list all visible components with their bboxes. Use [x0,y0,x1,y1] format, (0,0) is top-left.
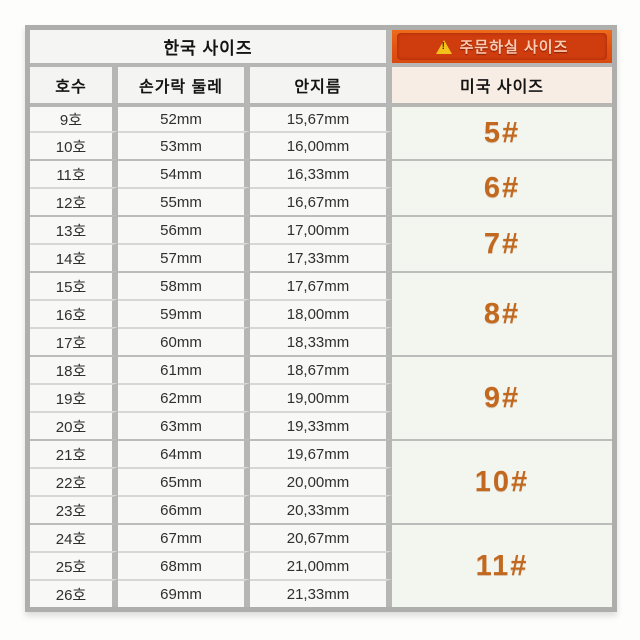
order-size-banner-label: 주문하실 사이즈 [459,39,569,56]
order-size-banner: 주문하실 사이즈 [392,30,612,63]
row-circumference-cell: 62mm [118,383,250,411]
row-circumference-cell: 56mm [118,215,250,243]
row-diameter-cell: 20,67mm [250,523,392,551]
row-diameter-cell: 16,67mm [250,187,392,215]
row-circumference-cell: 60mm [118,327,250,355]
row-circumference-cell: 63mm [118,411,250,439]
row-diameter-cell: 17,33mm [250,243,392,271]
row-diameter-cell: 16,00mm [250,131,392,159]
us-size-cell: 9# [392,355,612,439]
us-size-cell: 10# [392,439,612,523]
row-ho-cell: 20호 [30,411,118,439]
row-ho-cell: 13호 [30,215,118,243]
row-diameter-cell: 18,67mm [250,355,392,383]
row-ho-cell: 16호 [30,299,118,327]
ring-size-table: 한국 사이즈 주문하실 사이즈 호수 손가락 둘레 안지름 미국 사이즈 9호5… [25,25,617,612]
row-circumference-cell: 52mm [118,103,250,131]
row-diameter-cell: 19,67mm [250,439,392,467]
row-circumference-cell: 57mm [118,243,250,271]
row-ho-cell: 18호 [30,355,118,383]
row-ho-cell: 23호 [30,495,118,523]
column-header-diameter: 안지름 [250,63,392,103]
row-diameter-cell: 18,33mm [250,327,392,355]
row-circumference-cell: 61mm [118,355,250,383]
row-ho-cell: 21호 [30,439,118,467]
row-diameter-cell: 20,00mm [250,467,392,495]
row-circumference-cell: 68mm [118,551,250,579]
row-ho-cell: 10호 [30,131,118,159]
row-circumference-cell: 53mm [118,131,250,159]
row-ho-cell: 26호 [30,579,118,607]
row-circumference-cell: 69mm [118,579,250,607]
row-ho-cell: 22호 [30,467,118,495]
us-size-cell: 7# [392,215,612,271]
row-diameter-cell: 20,33mm [250,495,392,523]
row-circumference-cell: 54mm [118,159,250,187]
us-size-cell: 11# [392,523,612,607]
row-ho-cell: 25호 [30,551,118,579]
row-diameter-cell: 16,33mm [250,159,392,187]
row-circumference-cell: 55mm [118,187,250,215]
row-diameter-cell: 17,67mm [250,271,392,299]
row-diameter-cell: 19,00mm [250,383,392,411]
row-circumference-cell: 59mm [118,299,250,327]
us-size-cell: 5# [392,103,612,159]
row-diameter-cell: 21,00mm [250,551,392,579]
row-ho-cell: 17호 [30,327,118,355]
row-ho-cell: 12호 [30,187,118,215]
column-header-ho: 호수 [30,63,118,103]
row-ho-cell: 24호 [30,523,118,551]
warning-triangle-icon [435,39,452,54]
row-diameter-cell: 17,00mm [250,215,392,243]
row-diameter-cell: 15,67mm [250,103,392,131]
row-diameter-cell: 18,00mm [250,299,392,327]
order-size-banner-inner: 주문하실 사이즈 [397,33,607,60]
korean-size-header: 한국 사이즈 [30,30,392,63]
row-circumference-cell: 64mm [118,439,250,467]
row-circumference-cell: 66mm [118,495,250,523]
row-ho-cell: 9호 [30,103,118,131]
row-diameter-cell: 19,33mm [250,411,392,439]
row-ho-cell: 19호 [30,383,118,411]
us-size-cell: 8# [392,271,612,355]
column-header-circumference: 손가락 둘레 [118,63,250,103]
row-circumference-cell: 67mm [118,523,250,551]
column-header-us-size: 미국 사이즈 [392,63,612,103]
row-circumference-cell: 65mm [118,467,250,495]
row-circumference-cell: 58mm [118,271,250,299]
row-diameter-cell: 21,33mm [250,579,392,607]
us-size-cell: 6# [392,159,612,215]
row-ho-cell: 14호 [30,243,118,271]
row-ho-cell: 11호 [30,159,118,187]
row-ho-cell: 15호 [30,271,118,299]
